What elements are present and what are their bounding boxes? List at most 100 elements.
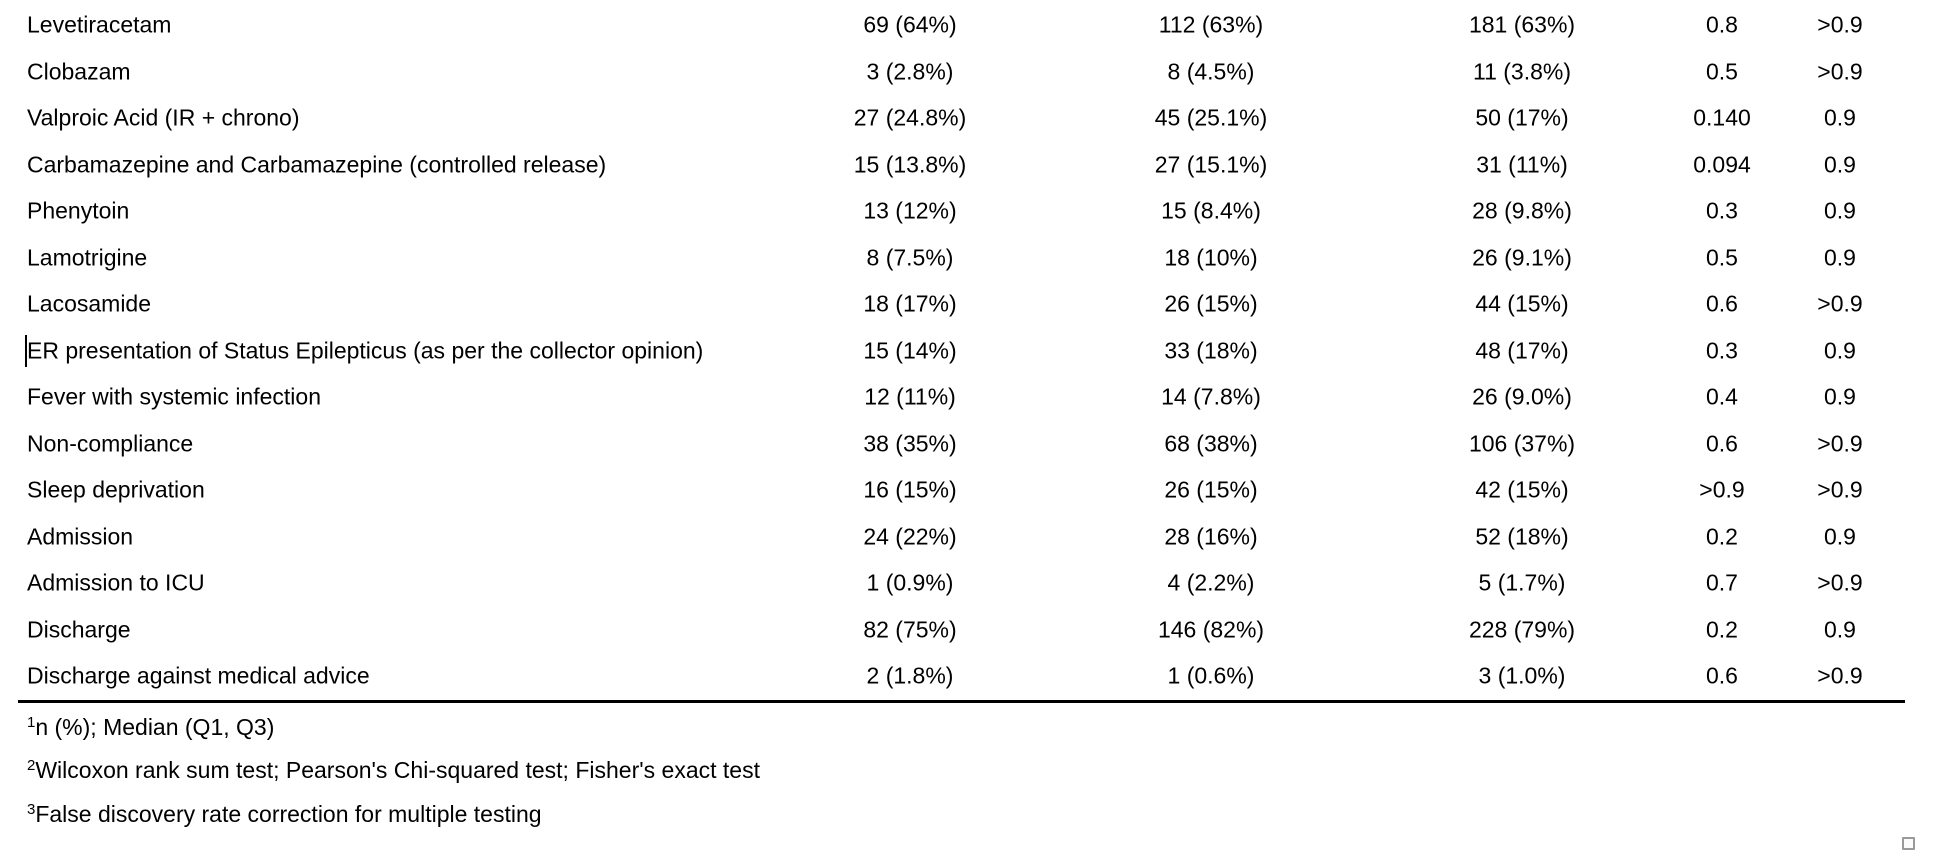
row-label: Discharge against medical advice <box>27 662 370 689</box>
group1-stat-cell: 3 (2.8%) <box>866 58 954 85</box>
footnote: 1n (%); Median (Q1, Q3) <box>18 706 1905 750</box>
row-label: Lamotrigine <box>27 244 148 271</box>
group2-stat-cell: 18 (10%) <box>1164 244 1258 271</box>
p-value-cell: 0.3 <box>1706 337 1738 364</box>
p-value-cell: 0.140 <box>1693 104 1751 131</box>
table-footnotes: 1n (%); Median (Q1, Q3) 2Wilcoxon rank s… <box>18 703 1905 837</box>
q-value-cell: 0.9 <box>1824 523 1856 550</box>
group1-stat-cell: 1 (0.9%) <box>866 569 954 596</box>
q-value-cell: >0.9 <box>1817 476 1863 503</box>
group1-stat-cell: 13 (12%) <box>863 197 957 224</box>
q-value-cell: 0.9 <box>1824 383 1856 410</box>
q-value-cell: 0.9 <box>1824 104 1856 131</box>
table-row: ER presentation of Status Epilepticus (a… <box>18 328 1905 375</box>
group1-stat-cell: 24 (22%) <box>863 523 957 550</box>
table-row: Clobazam 3 (2.8%) 8 (4.5%) 11 (3.8%) 0.5… <box>18 49 1905 96</box>
row-label: Carbamazepine and Carbamazepine (control… <box>27 151 607 178</box>
footnote-text: n (%); Median (Q1, Q3) <box>35 713 275 740</box>
p-value-cell: 0.6 <box>1706 662 1738 689</box>
p-value-cell: 0.6 <box>1706 290 1738 317</box>
group1-stat-cell: 38 (35%) <box>863 430 957 457</box>
overall-stat-cell: 106 (37%) <box>1468 430 1576 457</box>
p-value-cell: 0.3 <box>1706 197 1738 224</box>
footnote: 2Wilcoxon rank sum test; Pearson's Chi-s… <box>18 749 1905 793</box>
row-label: Non-compliance <box>27 430 194 457</box>
group1-stat-cell: 69 (64%) <box>863 11 957 38</box>
row-label: Fever with systemic infection <box>27 383 321 410</box>
group1-stat-cell: 16 (15%) <box>863 476 957 503</box>
row-label: Discharge <box>27 616 131 643</box>
resize-handle-icon[interactable] <box>1902 837 1915 850</box>
group2-stat-cell: 45 (25.1%) <box>1154 104 1268 131</box>
group2-stat-cell: 4 (2.2%) <box>1167 569 1255 596</box>
q-value-cell: 0.9 <box>1824 151 1856 178</box>
table-row: Fever with systemic infection 12 (11%) 1… <box>18 374 1905 421</box>
row-label: Lacosamide <box>27 290 152 317</box>
overall-stat-cell: 11 (3.8%) <box>1472 58 1571 85</box>
footnote-marker: 1 <box>27 713 36 731</box>
row-label: ER presentation of Status Epilepticus (a… <box>27 337 704 364</box>
overall-stat-cell: 228 (79%) <box>1468 616 1576 643</box>
overall-stat-cell: 26 (9.0%) <box>1472 383 1572 410</box>
overall-stat-cell: 181 (63%) <box>1468 11 1576 38</box>
q-value-cell: >0.9 <box>1817 662 1863 689</box>
p-value-cell: 0.8 <box>1706 11 1738 38</box>
overall-stat-cell: 50 (17%) <box>1475 104 1569 131</box>
p-value-cell: 0.5 <box>1706 244 1738 271</box>
overall-stat-cell: 5 (1.7%) <box>1478 569 1566 596</box>
summary-table-body: Levetiracetam 69 (64%) 112 (63%) 181 (63… <box>18 2 1905 700</box>
group1-stat-cell: 15 (13.8%) <box>853 151 967 178</box>
table-bottom-rule <box>18 699 1905 703</box>
table-row: Discharge 82 (75%) 146 (82%) 228 (79%) 0… <box>18 607 1905 654</box>
group1-stat-cell: 2 (1.8%) <box>866 662 954 689</box>
row-label: Phenytoin <box>27 197 130 224</box>
overall-stat-cell: 28 (9.8%) <box>1472 197 1572 224</box>
footnote-marker: 3 <box>27 800 36 818</box>
overall-stat-cell: 3 (1.0%) <box>1478 662 1566 689</box>
p-value-cell: 0.6 <box>1706 430 1738 457</box>
q-value-cell: >0.9 <box>1817 569 1863 596</box>
row-label: Admission to ICU <box>27 569 205 596</box>
overall-stat-cell: 48 (17%) <box>1475 337 1569 364</box>
footnote-marker: 2 <box>27 757 36 774</box>
group2-stat-cell: 27 (15.1%) <box>1154 151 1268 178</box>
group2-stat-cell: 1 (0.6%) <box>1167 662 1255 689</box>
summary-table: Levetiracetam 69 (64%) 112 (63%) 181 (63… <box>18 2 1905 836</box>
q-value-cell: >0.9 <box>1817 290 1863 317</box>
group2-stat-cell: 15 (8.4%) <box>1161 197 1261 224</box>
group1-stat-cell: 15 (14%) <box>863 337 957 364</box>
text-cursor <box>25 334 27 367</box>
footnote-text: False discovery rate correction for mult… <box>35 800 542 827</box>
table-row: Sleep deprivation 16 (15%) 26 (15%) 42 (… <box>18 467 1905 514</box>
group2-stat-cell: 26 (15%) <box>1164 290 1258 317</box>
row-label: Admission <box>27 523 134 550</box>
group2-stat-cell: 68 (38%) <box>1164 430 1258 457</box>
overall-stat-cell: 31 (11%) <box>1476 151 1568 178</box>
overall-stat-cell: 26 (9.1%) <box>1472 244 1572 271</box>
p-value-cell: 0.7 <box>1706 569 1738 596</box>
overall-stat-cell: 44 (15%) <box>1475 290 1569 317</box>
p-value-cell: >0.9 <box>1699 476 1745 503</box>
group1-stat-cell: 12 (11%) <box>864 383 956 410</box>
q-value-cell: >0.9 <box>1817 430 1863 457</box>
overall-stat-cell: 42 (15%) <box>1475 476 1569 503</box>
group2-stat-cell: 33 (18%) <box>1164 337 1258 364</box>
p-value-cell: 0.2 <box>1706 523 1738 550</box>
p-value-cell: 0.4 <box>1706 383 1738 410</box>
group2-stat-cell: 14 (7.8%) <box>1161 383 1261 410</box>
group2-stat-cell: 112 (63%) <box>1158 11 1264 38</box>
table-row: Admission 24 (22%) 28 (16%) 52 (18%) 0.2… <box>18 514 1905 561</box>
table-row: Valproic Acid (IR + chrono) 27 (24.8%) 4… <box>18 95 1905 142</box>
row-label: Levetiracetam <box>27 11 172 38</box>
group1-stat-cell: 82 (75%) <box>863 616 957 643</box>
table-row: Lacosamide 18 (17%) 26 (15%) 44 (15%) 0.… <box>18 281 1905 328</box>
p-value-cell: 0.094 <box>1693 151 1751 178</box>
footnote-text: Wilcoxon rank sum test; Pearson's Chi-sq… <box>35 757 760 783</box>
q-value-cell: 0.9 <box>1824 197 1856 224</box>
table-row: Carbamazepine and Carbamazepine (control… <box>18 142 1905 189</box>
footnote: 3False discovery rate correction for mul… <box>18 793 1905 837</box>
table-row: Phenytoin 13 (12%) 15 (8.4%) 28 (9.8%) 0… <box>18 188 1905 235</box>
row-label: Sleep deprivation <box>27 476 205 503</box>
group2-stat-cell: 26 (15%) <box>1164 476 1258 503</box>
